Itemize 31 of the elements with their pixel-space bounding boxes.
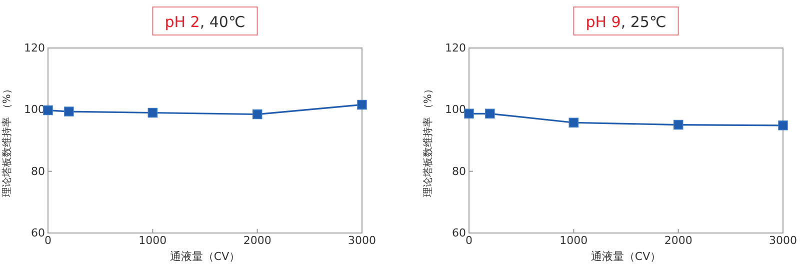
y-axis-title: 理论塔板数维持率 （%） xyxy=(422,84,434,197)
point xyxy=(673,120,684,130)
y-tick-label: 120 xyxy=(445,42,466,55)
y-tick-label: 60 xyxy=(31,226,45,240)
point xyxy=(252,109,262,120)
point xyxy=(64,106,74,116)
point xyxy=(568,118,579,128)
y-tick-label: 60 xyxy=(452,226,466,240)
x-tick-label: 0 xyxy=(466,234,472,247)
point xyxy=(778,120,788,130)
x-axis-title: 通液量（CV） xyxy=(170,250,240,263)
y-tick-label: 120 xyxy=(24,42,45,55)
x-tick-label: 0 xyxy=(44,234,52,247)
x-tick-label: 3000 xyxy=(769,234,797,247)
x-axis-title: 通液量（CV） xyxy=(590,250,662,263)
x-tick-label: 1000 xyxy=(560,234,588,247)
x-tick-label: 2000 xyxy=(664,234,692,247)
point xyxy=(464,108,474,119)
y-tick-label: 100 xyxy=(445,103,466,116)
point xyxy=(485,108,495,119)
chart-title: pH 9, 25℃ xyxy=(586,13,666,31)
x-tick-label: 3000 xyxy=(348,234,376,247)
point xyxy=(148,108,158,118)
y-tick-label: 80 xyxy=(452,164,466,178)
x-tick-label: 2000 xyxy=(243,234,272,247)
chart-title: pH 2, 40℃ xyxy=(164,13,246,31)
x-tick-label: 1000 xyxy=(138,234,167,247)
y-tick-label: 80 xyxy=(31,164,45,178)
y-axis-title: 理论塔板数维持率 （%） xyxy=(1,84,13,197)
point xyxy=(357,100,367,110)
point xyxy=(43,105,53,116)
